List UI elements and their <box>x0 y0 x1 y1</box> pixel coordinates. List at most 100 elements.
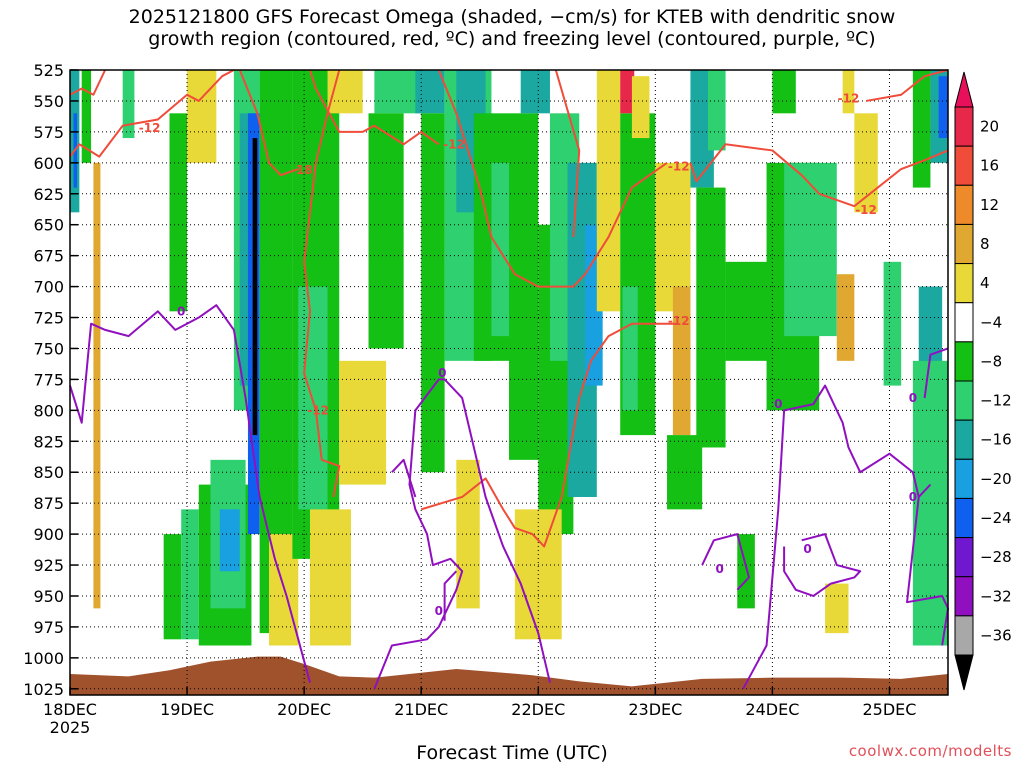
omega-band <box>456 459 480 609</box>
omega-band <box>912 70 931 188</box>
colorbar-label: −12 <box>980 392 1012 410</box>
colorbar-swatch <box>954 537 974 578</box>
dgz-contour-label: -12 <box>443 137 465 151</box>
freezing-contour-label: 0 <box>177 304 185 318</box>
freezing-contour-line <box>783 533 862 597</box>
x-tick-label: 21DEC <box>394 700 448 719</box>
omega-band <box>938 76 948 139</box>
y-tick-label: 850 <box>33 463 64 482</box>
dgz-contour-line <box>309 69 440 146</box>
freezing-contour-label: 0 <box>909 490 917 504</box>
y-tick-label: 750 <box>33 339 64 358</box>
y-tick-label: 775 <box>33 370 64 389</box>
y-tick-label: 550 <box>33 92 64 111</box>
freezing-contour-line <box>742 384 949 690</box>
axes: 525 550 575 600 625 650 675 700 725 750 775 800 825 8… <box>23 61 949 737</box>
dgz-contour-label: -12 <box>838 91 860 105</box>
freezing-contour-label: 0 <box>774 397 782 411</box>
dgz-contour-label: -12 <box>668 160 690 174</box>
omega-band <box>415 70 445 114</box>
colorbar-label: 20 <box>980 118 999 136</box>
dgz-contour-line <box>238 69 299 177</box>
colorbar-swatch <box>954 184 974 225</box>
freezing-contour-label: 0 <box>803 542 811 556</box>
freezing-contour-line <box>918 483 932 498</box>
colorbar-swatch <box>954 145 974 186</box>
colorbar-swatch <box>954 106 974 147</box>
freezing-contour-label: 0 <box>435 604 443 618</box>
freezing-contour-label: 0 <box>438 366 446 380</box>
colorbar-label: −8 <box>980 352 1002 370</box>
y-tick-label: 525 <box>33 61 64 80</box>
y-tick-label: 975 <box>33 618 64 637</box>
x-tick-label: 18DEC <box>43 700 97 719</box>
colorbar-swatch <box>954 302 974 343</box>
x-tick-label: 24DEC <box>745 700 799 719</box>
y-tick-label: 825 <box>33 432 64 451</box>
dgz-contour-line <box>69 69 235 158</box>
freezing-contour-line <box>373 378 551 690</box>
x-tick-label: 23DEC <box>628 700 682 719</box>
y-tick-label: 950 <box>33 587 64 606</box>
dgz-contour-line <box>865 69 949 102</box>
colorbar-top-arrow <box>954 71 974 108</box>
dgz-contour-line <box>437 69 668 288</box>
omega-band <box>825 583 849 634</box>
credit-text: coolwx.com/modelts <box>848 742 1012 760</box>
omega-band <box>784 162 837 337</box>
dgz-contour-label: -18 <box>291 163 313 177</box>
x-tick-label: 22DEC <box>511 700 565 719</box>
y-tick-label: 675 <box>33 247 64 266</box>
colorbar-label: −24 <box>980 509 1012 527</box>
dgz-contour-label: -12 <box>668 314 690 328</box>
omega-band <box>772 70 796 114</box>
dgz-contour-line <box>69 69 107 96</box>
y-tick-label: 700 <box>33 278 64 297</box>
omega-band <box>708 70 726 151</box>
colorbar-bottom-arrow <box>954 654 974 691</box>
omega-band <box>421 113 445 473</box>
dgz-contour-label: -12 <box>855 203 877 217</box>
colorbar-swatch <box>954 263 974 304</box>
freezing-contour-label: 0 <box>716 562 724 576</box>
dgz-contour-line <box>420 322 679 548</box>
freezing-contour-line <box>69 304 311 683</box>
omega-band <box>309 509 351 646</box>
omega-band <box>596 70 621 312</box>
colorbar-label: 4 <box>980 274 990 292</box>
y-tick-label: 875 <box>33 494 64 513</box>
y-tick-label: 1000 <box>23 649 64 668</box>
x-axis-label: Forecast Time (UTC) <box>416 742 608 764</box>
colorbar-swatch <box>954 341 974 382</box>
colorbar-label: 8 <box>980 235 990 253</box>
omega-band <box>81 70 92 163</box>
x-tick-label: 19DEC <box>160 700 214 719</box>
omega-band <box>842 70 855 114</box>
y-tick-label: 1025 <box>23 680 64 699</box>
colorbar-label: −28 <box>980 548 1012 566</box>
dgz-contour-label: -12 <box>307 403 329 417</box>
y-tick-label: 725 <box>33 309 64 328</box>
omega-band <box>509 113 539 460</box>
y-tick-label: 625 <box>33 185 64 204</box>
dgz-contour-line <box>689 143 949 208</box>
colorbar-swatch <box>954 380 974 421</box>
colorbar-swatch <box>954 615 974 656</box>
colorbar-label: −16 <box>980 431 1012 449</box>
y-tick-label: 800 <box>33 401 64 420</box>
y-tick-label: 600 <box>33 154 64 173</box>
colorbar-swatch <box>954 458 974 499</box>
omega-band <box>187 70 217 163</box>
omega-band <box>620 70 635 114</box>
freezing-contour-label: 0 <box>909 391 917 405</box>
colorbar-label: 16 <box>980 157 999 175</box>
dgz-contour-line <box>554 69 581 238</box>
colorbar-label: −20 <box>980 470 1012 488</box>
omega-band <box>655 162 691 312</box>
x-tick-label: 20DEC <box>277 700 331 719</box>
omega-band <box>368 113 404 349</box>
x-year-label: 2025 <box>50 718 91 737</box>
colorbar-swatch <box>954 223 974 265</box>
omega-band <box>374 70 422 114</box>
y-tick-label: 650 <box>33 216 64 235</box>
